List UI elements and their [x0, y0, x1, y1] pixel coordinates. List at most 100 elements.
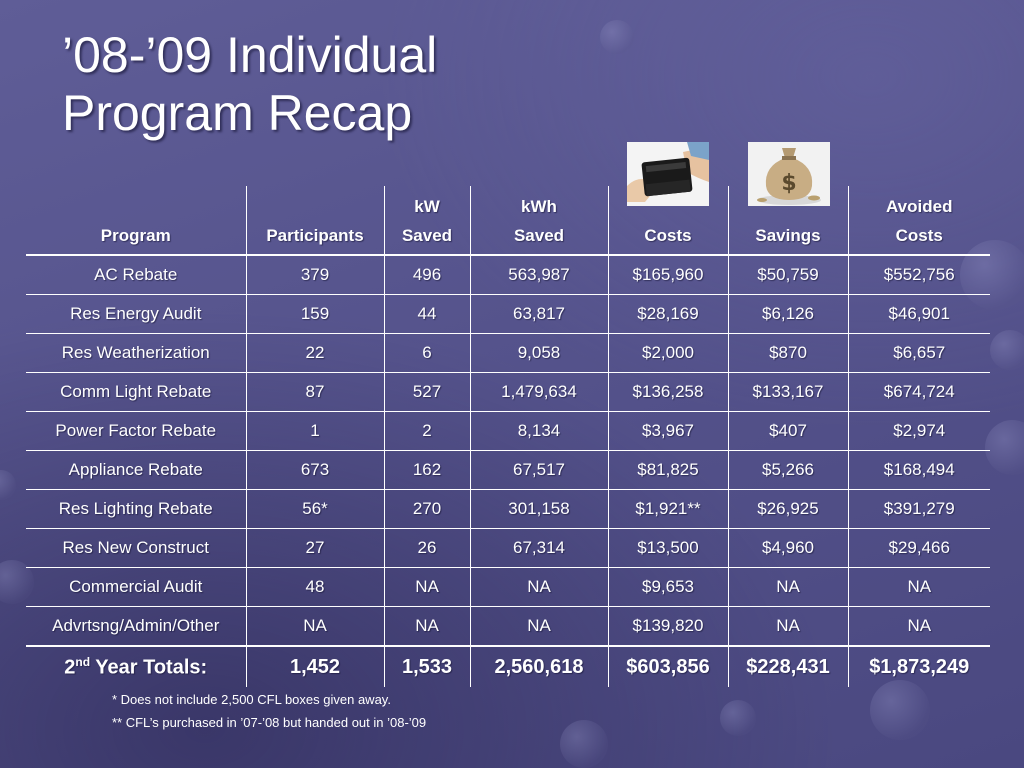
cell-costs: $165,960 [607, 254, 728, 295]
cell-costs: $1,921** [607, 489, 728, 529]
footnote: * Does not include 2,500 CFL boxes given… [112, 692, 391, 707]
background-bubble [600, 20, 634, 54]
background-bubble [720, 700, 756, 736]
cell-program: Res Lighting Rebate [26, 489, 246, 529]
header-avoided-costs: Avoided Costs [847, 186, 990, 255]
table-row: Res Weatherization 22 6 9,058 $2,000 $87… [26, 333, 990, 373]
cell-kw-saved: 162 [383, 450, 470, 490]
table-row: Advrtsng/Admin/Other NA NA NA $139,820 N… [26, 606, 990, 646]
cell-avoided-costs: $46,901 [847, 294, 990, 334]
cell-avoided-costs: $29,466 [847, 528, 990, 568]
cell-kwh-saved: NA [469, 606, 608, 646]
cell-program: Comm Light Rebate [26, 372, 246, 412]
total-costs: $603,856 [607, 645, 728, 687]
cell-program: Power Factor Rebate [26, 411, 246, 451]
cell-kwh-saved: 301,158 [469, 489, 608, 529]
cell-participants: 1 [245, 411, 384, 451]
cell-kwh-saved: 9,058 [469, 333, 608, 373]
table-row: Commercial Audit 48 NA NA $9,653 NA NA [26, 567, 990, 607]
cell-kwh-saved: 1,479,634 [469, 372, 608, 412]
totals-label: 2nd Year Totals: [26, 645, 246, 687]
cell-costs: $3,967 [607, 411, 728, 451]
cell-avoided-costs: $391,279 [847, 489, 990, 529]
cell-savings: $26,925 [727, 489, 848, 529]
cell-kwh-saved: 67,517 [469, 450, 608, 490]
total-participants: 1,452 [245, 645, 384, 687]
cell-savings: $5,266 [727, 450, 848, 490]
cell-program: Commercial Audit [26, 567, 246, 607]
cell-program: Res Energy Audit [26, 294, 246, 334]
cell-kw-saved: NA [383, 606, 470, 646]
cell-costs: $2,000 [607, 333, 728, 373]
cell-program: Res Weatherization [26, 333, 246, 373]
table-row: Power Factor Rebate 1 2 8,134 $3,967 $40… [26, 411, 990, 451]
cell-participants: 87 [245, 372, 384, 412]
cell-participants: 22 [245, 333, 384, 373]
cell-avoided-costs: NA [847, 567, 990, 607]
header-kw-saved: kW Saved [383, 186, 470, 255]
cell-avoided-costs: NA [847, 606, 990, 646]
cell-kwh-saved: 8,134 [469, 411, 608, 451]
cell-savings: $407 [727, 411, 848, 451]
background-bubble [985, 420, 1024, 475]
cell-savings: $4,960 [727, 528, 848, 568]
cell-program: Res New Construct [26, 528, 246, 568]
cell-kwh-saved: 67,314 [469, 528, 608, 568]
cell-costs: $136,258 [607, 372, 728, 412]
cell-costs: $28,169 [607, 294, 728, 334]
slide-title: ’08-’09 Individual Program Recap [62, 26, 437, 142]
header-savings: Savings [727, 186, 848, 255]
cell-kw-saved: 270 [383, 489, 470, 529]
cell-costs: $81,825 [607, 450, 728, 490]
cell-savings: $870 [727, 333, 848, 373]
table-row: Appliance Rebate 673 162 67,517 $81,825 … [26, 450, 990, 490]
background-bubble [560, 720, 608, 768]
footnote: ** CFL’s purchased in ’07-’08 but handed… [112, 715, 427, 730]
cell-kwh-saved: 563,987 [469, 254, 608, 295]
cell-kwh-saved: NA [469, 567, 608, 607]
cell-participants: 673 [245, 450, 384, 490]
cell-kw-saved: NA [383, 567, 470, 607]
cell-savings: $50,759 [727, 254, 848, 295]
background-bubble [0, 470, 16, 500]
header-participants: Participants [245, 186, 384, 255]
cell-savings: NA [727, 606, 848, 646]
background-bubble [990, 330, 1024, 370]
footnotes: * Does not include 2,500 CFL boxes given… [112, 688, 426, 734]
total-kw-saved: 1,533 [383, 645, 470, 687]
cell-costs: $9,653 [607, 567, 728, 607]
header-kwh-saved: kWh Saved [469, 186, 608, 255]
cell-avoided-costs: $552,756 [847, 254, 990, 295]
cell-program: Appliance Rebate [26, 450, 246, 490]
total-avoided-costs: $1,873,249 [847, 645, 990, 687]
cell-kw-saved: 527 [383, 372, 470, 412]
cell-kw-saved: 44 [383, 294, 470, 334]
cell-avoided-costs: $6,657 [847, 333, 990, 373]
cell-kw-saved: 26 [383, 528, 470, 568]
cell-avoided-costs: $168,494 [847, 450, 990, 490]
cell-kw-saved: 6 [383, 333, 470, 373]
background-bubble [870, 680, 930, 740]
total-savings: $228,431 [727, 645, 848, 687]
header-program: Program [100, 226, 171, 245]
table-row: Res Energy Audit 159 44 63,817 $28,169 $… [26, 294, 990, 334]
cell-costs: $139,820 [607, 606, 728, 646]
header-costs: Costs [607, 186, 728, 255]
cell-kw-saved: 496 [383, 254, 470, 295]
cell-savings: $6,126 [727, 294, 848, 334]
cell-participants: 56* [245, 489, 384, 529]
cell-avoided-costs: $2,974 [847, 411, 990, 451]
slide-title-line-2: Program Recap [62, 85, 413, 141]
table-row: AC Rebate 379 496 563,987 $165,960 $50,7… [26, 254, 990, 295]
cell-program: Advrtsng/Admin/Other [26, 606, 246, 646]
table-row: Res Lighting Rebate 56* 270 301,158 $1,9… [26, 489, 990, 529]
cell-participants: 48 [245, 567, 384, 607]
cell-kwh-saved: 63,817 [469, 294, 608, 334]
cell-costs: $13,500 [607, 528, 728, 568]
cell-participants: NA [245, 606, 384, 646]
cell-participants: 379 [245, 254, 384, 295]
totals-row: 2nd Year Totals: 1,452 1,533 2,560,618 $… [26, 645, 990, 687]
cell-avoided-costs: $674,724 [847, 372, 990, 412]
cell-participants: 159 [245, 294, 384, 334]
table-row: Comm Light Rebate 87 527 1,479,634 $136,… [26, 372, 990, 412]
